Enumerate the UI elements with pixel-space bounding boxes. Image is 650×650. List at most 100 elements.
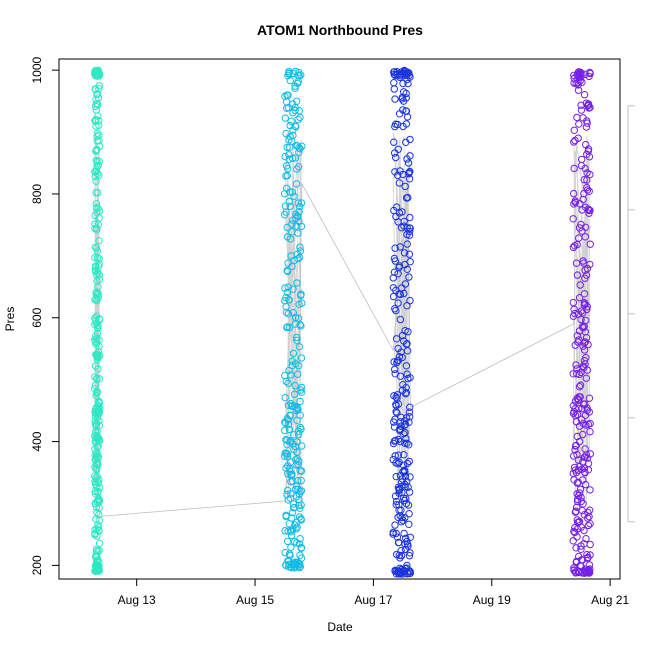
point-series-3 [395, 489, 403, 497]
point-series-2 [289, 349, 298, 358]
point-series-3 [398, 353, 406, 362]
point-series-2 [284, 91, 292, 99]
x-axis-label: Date [327, 620, 353, 634]
point-series-4 [572, 441, 580, 450]
point-series-2 [288, 220, 296, 228]
point-series-2 [286, 76, 294, 85]
point-series-4 [579, 257, 587, 265]
point-series-3 [397, 518, 406, 526]
point-series-3 [393, 71, 401, 79]
point-series-3 [404, 69, 412, 78]
chart-title: ATOM1 Northbound Pres [257, 22, 423, 38]
point-series-4 [574, 338, 582, 346]
y-tick-label: 600 [30, 307, 44, 327]
y2-tick-label: 360 [647, 96, 650, 116]
point-series-4 [580, 290, 589, 298]
point-series-2 [284, 283, 292, 291]
point-series-4 [585, 512, 593, 521]
point-series-3 [406, 213, 414, 222]
point-series-3 [391, 149, 399, 157]
point-series-3 [392, 393, 400, 401]
point-series-2 [295, 540, 304, 548]
point-series-4 [580, 301, 589, 309]
point-series-4 [579, 324, 588, 332]
point-series-2 [297, 544, 305, 552]
point-series-4 [569, 298, 577, 307]
point-series-2 [290, 503, 298, 512]
point-series-3 [398, 513, 406, 522]
point-series-1 [93, 244, 101, 252]
point-series-3 [393, 533, 402, 541]
point-series-4 [583, 404, 591, 412]
point-series-1 [92, 177, 100, 185]
point-series-2 [283, 143, 291, 152]
point-series-1 [92, 449, 100, 457]
point-series-4 [586, 450, 594, 458]
point-series-2 [283, 414, 291, 423]
point-series-4 [583, 119, 591, 127]
point-series-3 [397, 422, 405, 430]
point-series-3 [401, 182, 409, 191]
point-series-3 [390, 268, 399, 276]
point-series-1 [92, 263, 100, 271]
point-series-3 [406, 135, 414, 144]
point-series-4 [573, 71, 581, 80]
point-series-3 [403, 302, 411, 310]
point-series-4 [584, 521, 593, 530]
y2-tick-label: 320 [647, 304, 650, 324]
point-series-2 [297, 71, 305, 79]
point-series-4 [571, 524, 579, 532]
point-series-3 [405, 457, 413, 466]
point-series-4 [573, 240, 581, 249]
point-series-2 [283, 288, 292, 297]
point-series-4 [575, 489, 584, 497]
point-series-4 [580, 176, 588, 184]
point-series-3 [403, 561, 411, 570]
point-series-3 [405, 71, 413, 80]
point-series-4 [570, 126, 578, 135]
point-series-4 [583, 366, 592, 374]
point-series-3 [391, 95, 399, 103]
point-series-4 [580, 453, 588, 461]
point-series-4 [569, 409, 578, 418]
point-series-2 [298, 388, 306, 396]
point-series-2 [285, 425, 294, 434]
point-series-1 [93, 99, 101, 108]
point-series-3 [396, 243, 404, 251]
point-series-1 [94, 101, 102, 109]
point-series-1 [93, 169, 102, 178]
y-axis-label: Pres [3, 307, 17, 332]
point-series-3 [389, 439, 398, 448]
point-series-1 [95, 351, 104, 360]
point-series-3 [400, 496, 409, 505]
point-series-3 [392, 472, 400, 481]
point-series-2 [294, 213, 302, 221]
point-series-1 [94, 293, 103, 301]
x-tick-label: Aug 17 [354, 593, 392, 607]
point-series-4 [575, 422, 584, 430]
point-series-3 [392, 335, 401, 343]
point-series-1 [95, 237, 103, 245]
point-series-4 [576, 381, 585, 389]
point-series-4 [584, 147, 592, 155]
point-series-3 [396, 290, 404, 299]
point-series-4 [585, 153, 594, 161]
point-series-3 [401, 327, 409, 335]
point-series-2 [298, 442, 306, 450]
point-series-1 [91, 529, 99, 538]
point-series-3 [393, 409, 401, 417]
point-series-3 [406, 473, 414, 481]
y-axis: 200 400 600 800 1000 [30, 56, 60, 575]
point-series-1 [94, 487, 102, 496]
point-series-1 [93, 473, 102, 481]
point-series-2 [294, 71, 302, 79]
point-series-1 [92, 545, 101, 553]
point-series-3 [394, 171, 402, 180]
point-series-2 [285, 155, 294, 163]
point-series-1 [93, 226, 101, 234]
point-series-2 [297, 354, 306, 362]
point-series-1 [93, 553, 101, 561]
point-series-3 [394, 270, 402, 278]
point-series-1 [95, 207, 104, 215]
point-series-4 [581, 469, 589, 477]
